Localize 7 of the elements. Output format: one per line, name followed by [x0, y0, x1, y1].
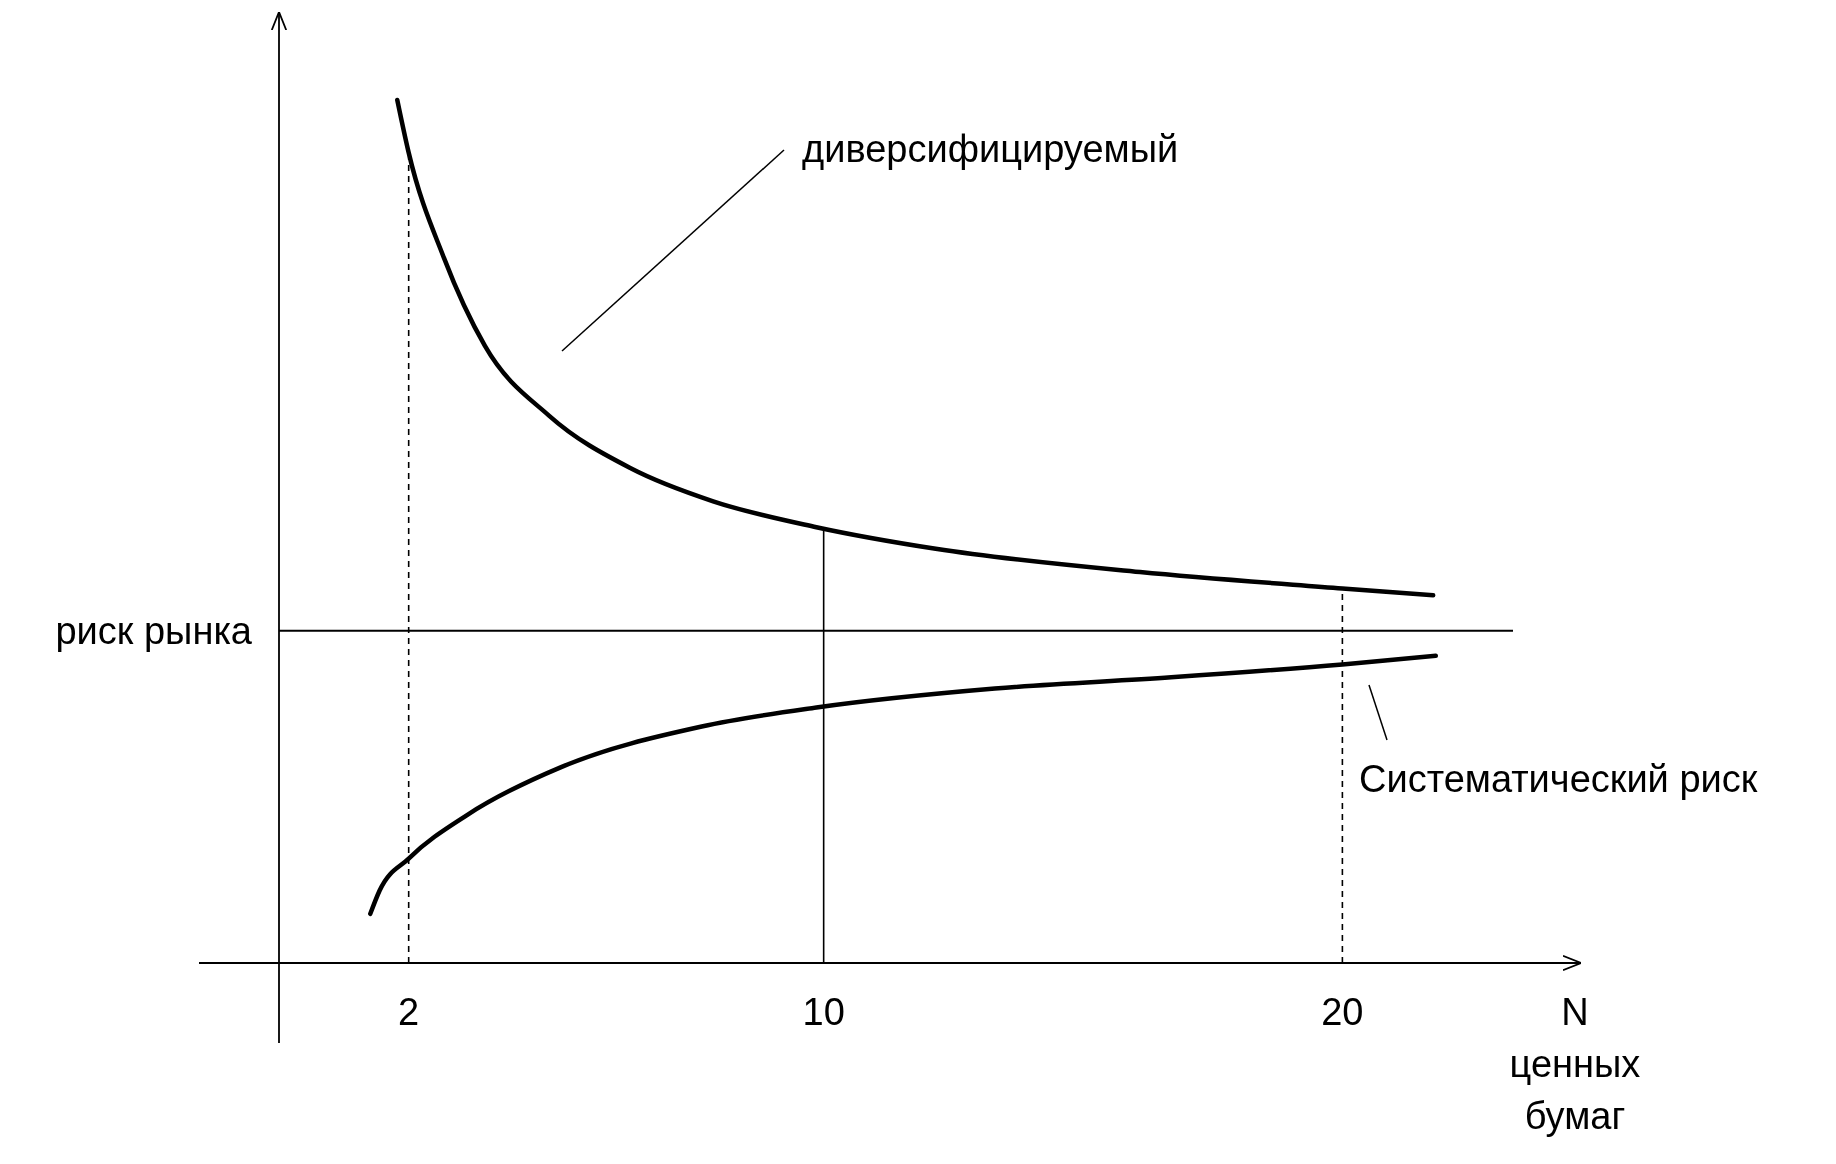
ref-line-label: риск рынка [55, 609, 253, 652]
x-tick-label: 20 [1321, 991, 1364, 1033]
x-axis-title: N ценных бумаг [1509, 991, 1641, 1137]
annotation: Систематический риск [1359, 758, 1758, 800]
x-tick-label: 10 [802, 991, 845, 1033]
x-tick-label: 2 [398, 991, 420, 1033]
annotation: диверсифицируемый [802, 128, 1179, 170]
